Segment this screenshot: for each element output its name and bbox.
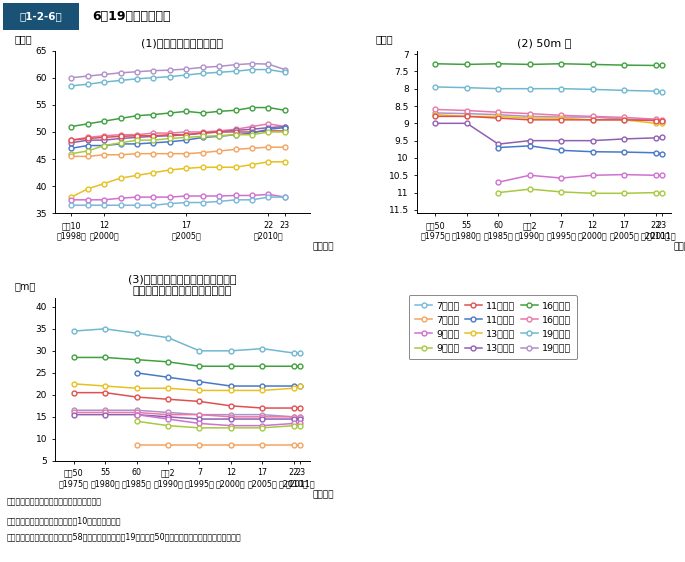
Title: (1)新体力テストの合計点: (1)新体力テストの合計点 — [141, 38, 223, 48]
Text: （年度）: （年度） — [674, 243, 685, 252]
Text: （年度）: （年度） — [312, 243, 334, 252]
FancyBboxPatch shape — [3, 3, 79, 30]
Legend: 7歳男子, 7歳女子, 9歳男子, 9歳女子, 11歳男子, 11歳女子, 13歳男子, 13歳女子, 16歳男子, 16歳女子, 19歳男子, 19歳女子: 7歳男子, 7歳女子, 9歳男子, 9歳女子, 11歳男子, 11歳女子, 13… — [408, 294, 577, 360]
Text: （年度）: （年度） — [312, 490, 334, 499]
Text: 6～19歳の運動能力: 6～19歳の運動能力 — [92, 10, 171, 22]
Text: （m）: （m） — [14, 282, 36, 292]
Text: （点）: （点） — [14, 34, 32, 44]
Text: （出典）文部科学省「体力・運動能力調査」: （出典）文部科学省「体力・運動能力調査」 — [7, 497, 102, 506]
Title: (2) 50m 走: (2) 50m 走 — [516, 38, 571, 48]
Text: 第1-2-6図: 第1-2-6図 — [20, 11, 62, 21]
Text: （秒）: （秒） — [376, 34, 393, 44]
Text: （注）　１　新体力テストは平成10年度から実施。: （注） １ 新体力テストは平成10年度から実施。 — [7, 516, 121, 525]
Text: ２　７歳と９歳は昭和58年度から調査開始。19歳は昭和50年度には調査が実施されていない。: ２ ７歳と９歳は昭和58年度から調査開始。19歳は昭和50年度には調査が実施され… — [7, 533, 242, 542]
Title: (3)ソフトボール投げ（小学生），
ハンドボール投げ（中学生以上）: (3)ソフトボール投げ（小学生）， ハンドボール投げ（中学生以上） — [128, 274, 236, 296]
